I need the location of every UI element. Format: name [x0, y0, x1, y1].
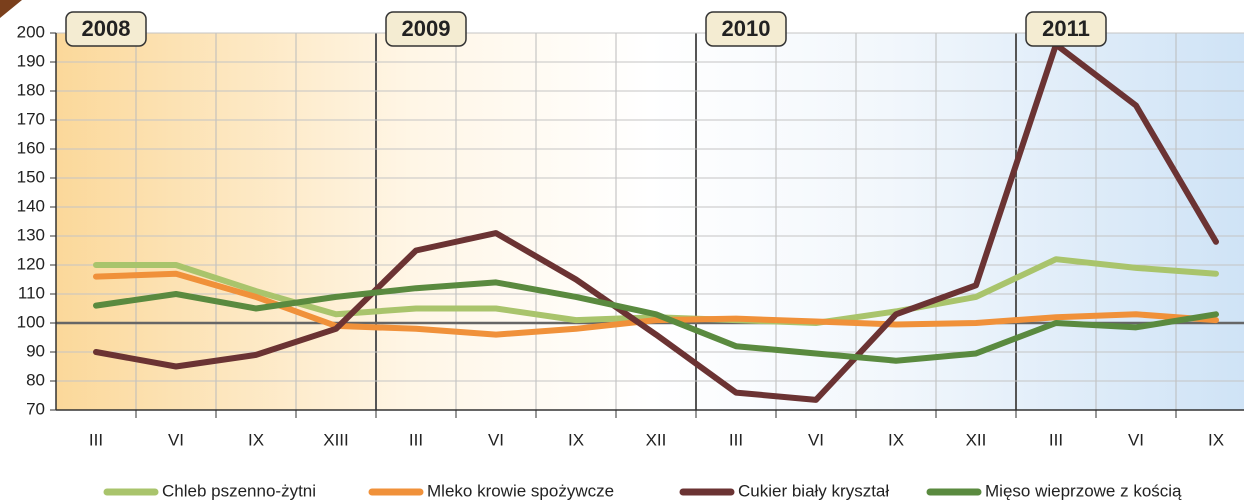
y-tick-label: 200 [17, 22, 45, 41]
x-tick-label: IX [888, 430, 904, 449]
x-tick-label: III [1049, 430, 1063, 449]
year-label: 2010 [722, 16, 771, 41]
x-tick-label: XIII [323, 430, 349, 449]
x-tick-label: VI [1128, 430, 1144, 449]
legend-label: Mięso wieprzowe z kością [985, 481, 1182, 500]
x-tick-label: VI [168, 430, 184, 449]
year-box [1025, 11, 1107, 47]
y-tick-label: 170 [17, 109, 45, 128]
x-tick-label: VI [808, 430, 824, 449]
legend-label: Mleko krowie spożywcze [427, 481, 614, 500]
x-tick-label: III [89, 430, 103, 449]
y-tick-label: 80 [26, 370, 45, 389]
year-box [385, 11, 467, 47]
y-tick-label: 160 [17, 138, 45, 157]
x-tick-label: IX [248, 430, 264, 449]
y-tick-label: 130 [17, 225, 45, 244]
year-box [705, 11, 787, 47]
series-line [93, 279, 1219, 364]
legend-label: Cukier biały kryształ [738, 481, 889, 500]
year-label: 2008 [82, 16, 131, 41]
y-tick-label: 190 [17, 51, 45, 70]
year-label: 2011 [1042, 16, 1090, 41]
y-tick-label: 150 [17, 167, 45, 186]
legend-label: Chleb pszenno-żytni [162, 481, 316, 500]
y-tick-label: 70 [26, 399, 45, 418]
x-tick-label: IX [1208, 430, 1224, 449]
y-tick-label: 110 [18, 283, 45, 302]
year-label: 2009 [402, 16, 451, 41]
x-tick-label: III [409, 430, 423, 449]
x-tick-label: XII [646, 430, 667, 449]
y-tick-label: 180 [17, 80, 45, 99]
plot-background [56, 33, 1244, 410]
y-tick-label: 100 [17, 312, 45, 331]
x-tick-label: III [729, 430, 743, 449]
corner-decoration [0, 0, 22, 18]
series-line [93, 41, 1219, 403]
year-box [65, 11, 147, 47]
x-tick-label: IX [568, 430, 584, 449]
y-tick-label: 90 [26, 341, 45, 360]
x-tick-label: VI [488, 430, 504, 449]
x-tick-label: XII [966, 430, 987, 449]
y-tick-label: 140 [17, 196, 45, 215]
y-tick-label: 120 [17, 254, 45, 273]
